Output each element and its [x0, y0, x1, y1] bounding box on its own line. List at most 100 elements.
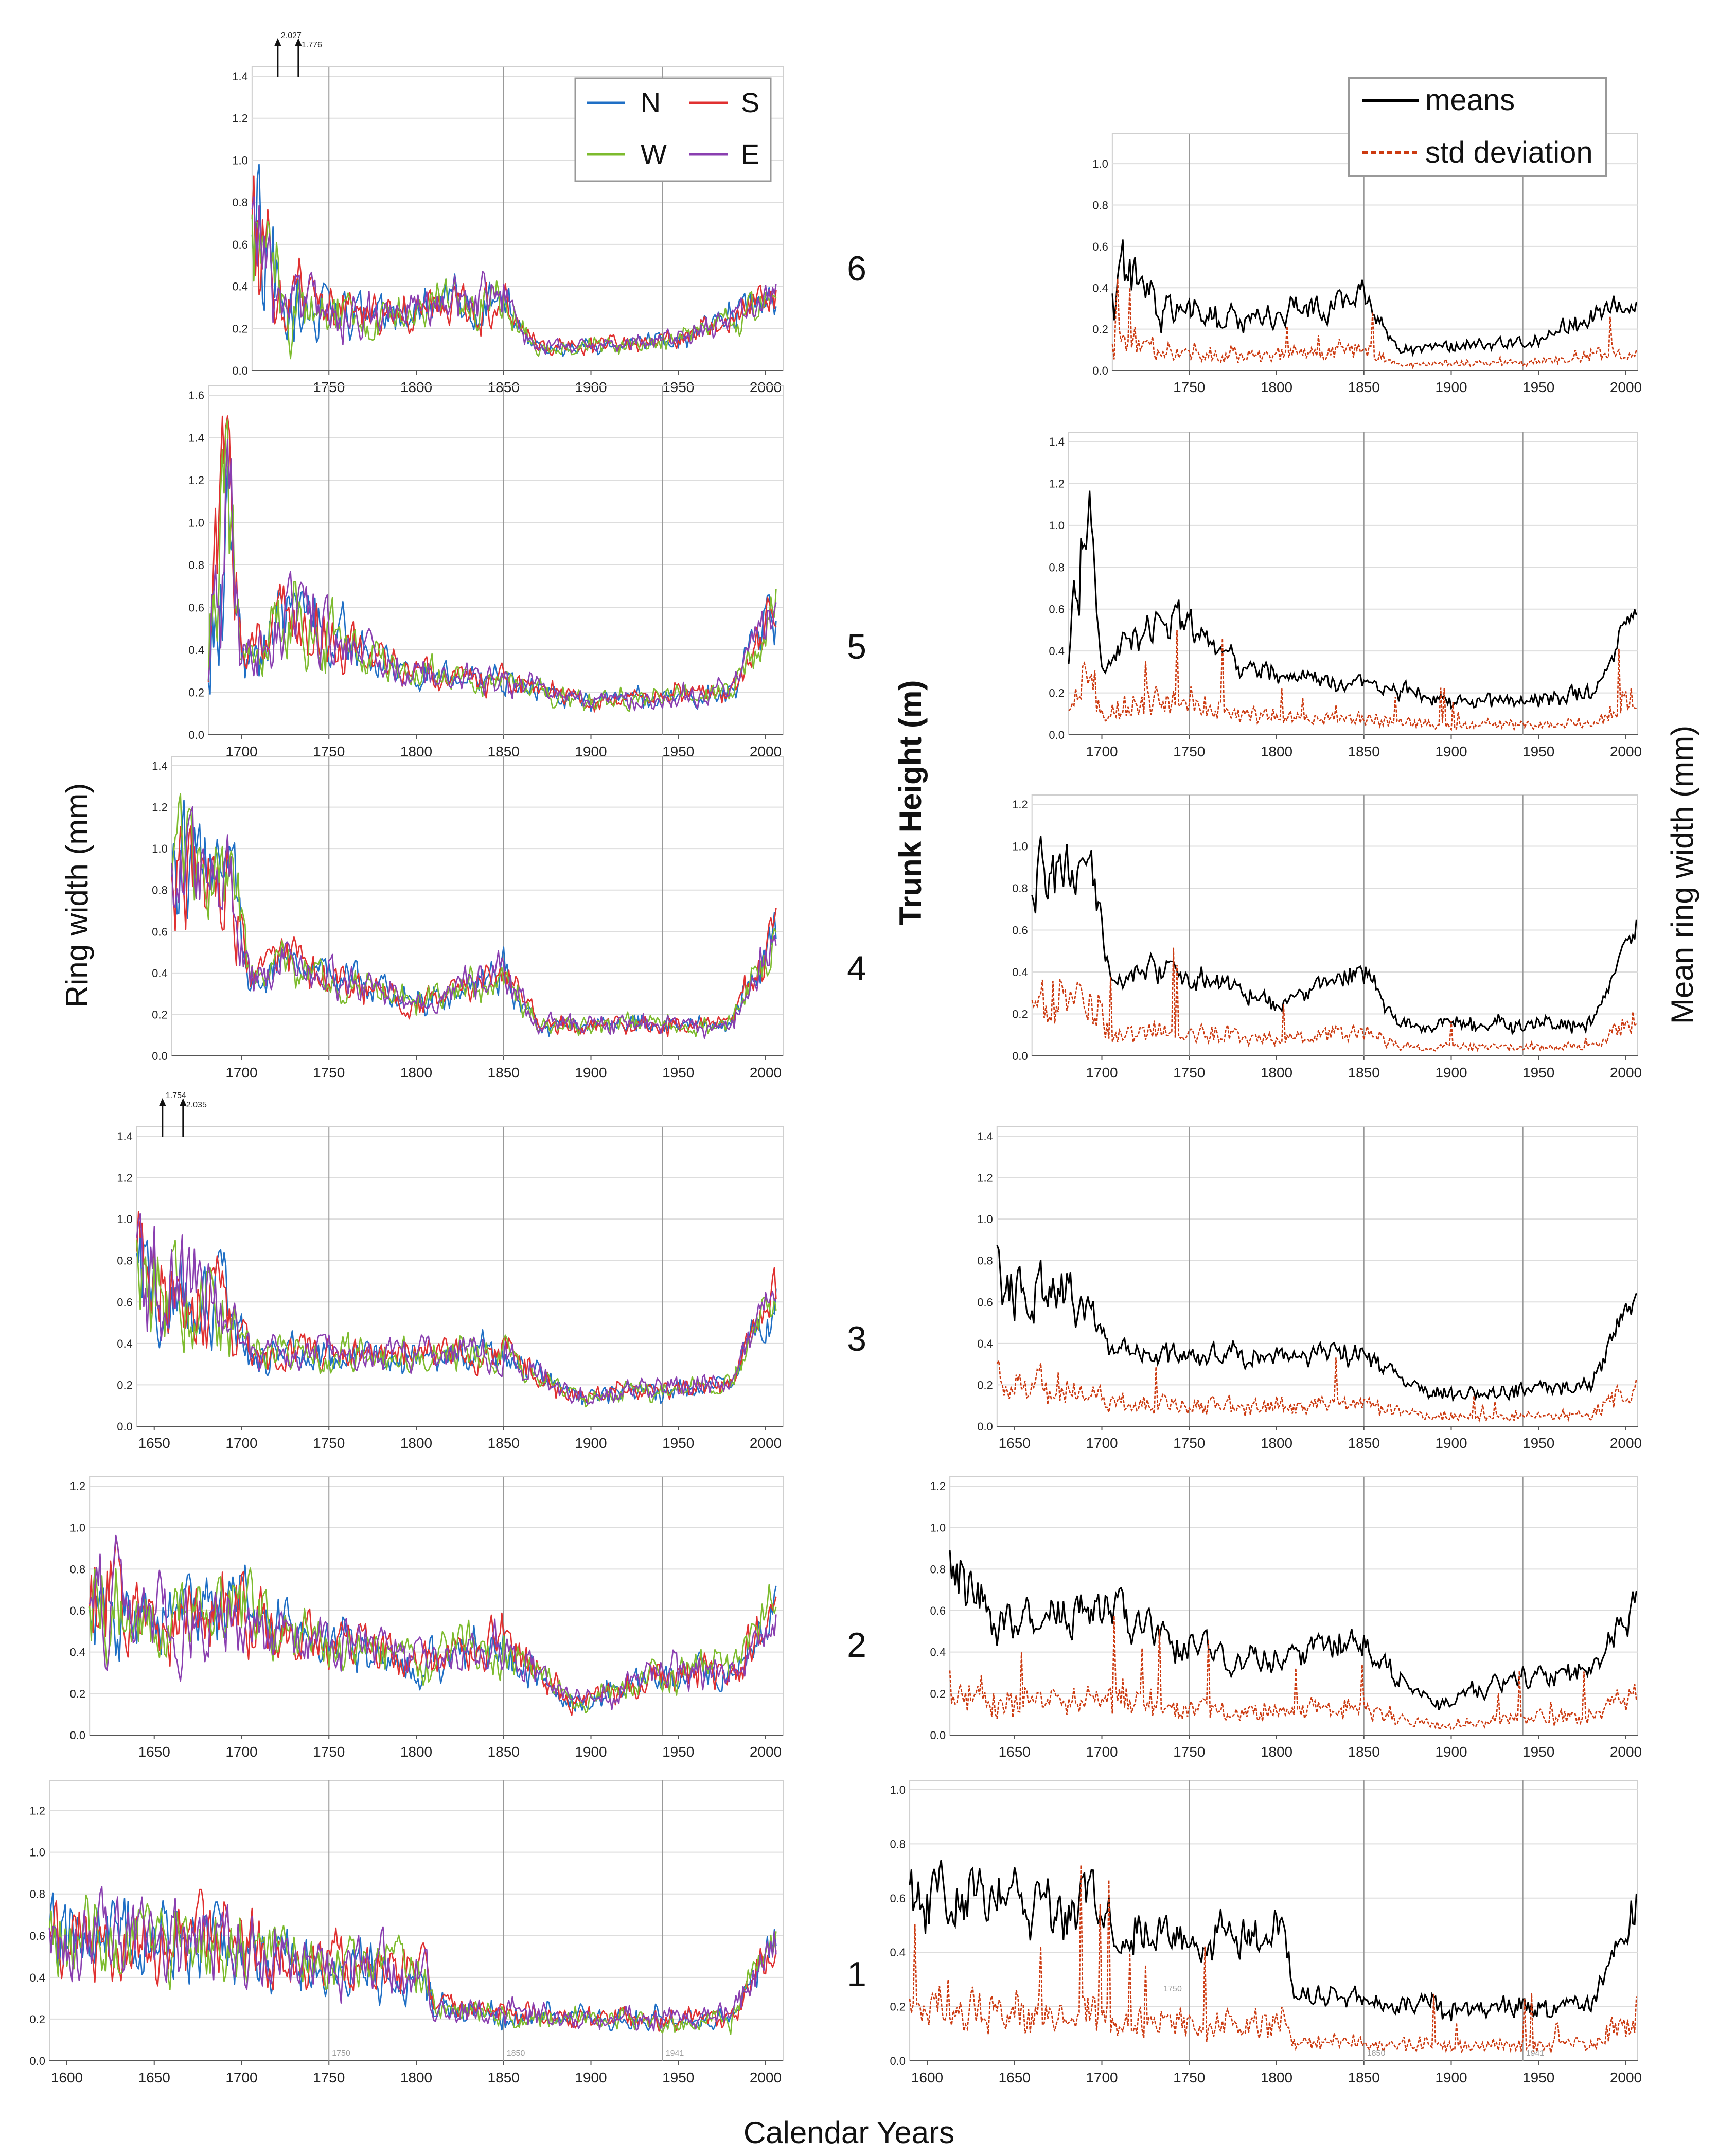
x-tick-label: 1850	[488, 1744, 520, 1760]
y-tick-label: 0.2	[152, 1008, 168, 1021]
y-tick-label: 0.8	[152, 884, 168, 897]
x-tick-label: 1800	[1261, 1065, 1292, 1081]
y-tick-label: 1.2	[232, 112, 248, 125]
y-tick-label: 0.2	[890, 2001, 906, 2013]
y-tick-label: 1.2	[29, 1805, 45, 1817]
y-tick-label: 0.2	[930, 1687, 946, 1700]
x-tick-label: 1850	[1348, 1435, 1380, 1451]
trunk-height-label: 5	[847, 627, 866, 666]
y-tick-label: 0.0	[188, 729, 204, 741]
x-tick-label: 1700	[1086, 2070, 1118, 2086]
arrow-head-icon	[274, 38, 281, 46]
y-tick-label: 1.0	[117, 1213, 133, 1226]
series-s	[88, 1540, 777, 1716]
x-tick-label: 1700	[1086, 1435, 1118, 1451]
plot-frame	[136, 1126, 784, 1427]
x-axis-title: Calendar Years	[743, 2115, 954, 2150]
x-tick-label: 1800	[400, 2070, 432, 2086]
y-tick-label: 0.4	[1092, 281, 1108, 294]
x-tick-label: 2000	[1610, 1744, 1642, 1760]
series-s	[48, 1888, 777, 2032]
panel-left-2: 0.0 0.2 0.4 0.6 0.8 1.0 1.2 1650 1700 1750 1800 185…	[70, 1476, 784, 1760]
y-tick-label: 0.8	[1012, 882, 1028, 895]
y-tick-label: 0.0	[117, 1420, 133, 1433]
series-std-deviation	[1111, 278, 1637, 369]
y-tick-label: 1.0	[1012, 840, 1028, 853]
middle-y-axis-title: Trunk Height (m)	[893, 680, 928, 926]
y-tick-label: 1.4	[232, 70, 248, 83]
series-n	[48, 1892, 777, 2031]
y-tick-label: 0.8	[117, 1254, 133, 1267]
y-tick-label: 0.2	[29, 2013, 45, 2026]
y-tick-label: 0.2	[1012, 1008, 1028, 1021]
y-tick-label: 1.0	[890, 1783, 906, 1796]
y-tick-label: 1.0	[930, 1522, 946, 1534]
series-w	[171, 793, 777, 1037]
y-tick-label: 1.4	[188, 432, 204, 445]
x-tick-label: 1650	[999, 1744, 1031, 1760]
reference-year-label: 1850	[507, 2049, 525, 2058]
y-tick-label: 1.0	[1049, 519, 1065, 532]
y-tick-label: 0.8	[1049, 561, 1065, 574]
series-std-deviation	[996, 1357, 1637, 1423]
trunk-height-label: 6	[847, 249, 866, 288]
x-tick-label: 1650	[138, 2070, 170, 2086]
x-tick-label: 1850	[1348, 379, 1380, 395]
x-tick-label: 1900	[1435, 379, 1467, 395]
y-tick-label: 0.8	[977, 1254, 993, 1267]
x-tick-label: 1600	[911, 2070, 943, 2086]
y-tick-label: 0.6	[890, 1892, 906, 1905]
panel-right-5: 0.0 0.2 0.4 0.6 0.8 1.0 1.2 1.4 1700 1750 1800 1850…	[1049, 432, 1642, 759]
x-tick-label: 1850	[1348, 2070, 1380, 2086]
y-tick-label: 0.6	[1049, 603, 1065, 616]
y-tick-label: 1.4	[152, 759, 168, 772]
trunk-height-label: 1	[847, 1955, 866, 1994]
x-tick-label: 1800	[400, 744, 432, 759]
y-tick-label: 1.0	[1092, 157, 1108, 170]
overflow-value-label: 2.027	[281, 31, 302, 40]
y-tick-label: 1.0	[29, 1846, 45, 1859]
y-tick-label: 0.0	[70, 1729, 86, 1742]
y-tick-label: 0.0	[977, 1420, 993, 1433]
x-tick-label: 1900	[575, 1065, 607, 1081]
x-tick-label: 2000	[1610, 379, 1642, 395]
x-tick-label: 1850	[1348, 1744, 1380, 1760]
y-tick-label: 1.0	[232, 154, 248, 167]
y-tick-label: 0.4	[930, 1646, 946, 1659]
direction-legend: N S W E	[574, 77, 772, 182]
x-tick-label: 1750	[1173, 1744, 1205, 1760]
y-tick-label: 0.4	[232, 280, 248, 293]
x-tick-label: 1800	[400, 1065, 432, 1081]
x-tick-label: 2000	[1610, 1065, 1642, 1081]
arrow-head-icon	[179, 1098, 187, 1106]
series-std-deviation	[909, 1865, 1637, 2054]
x-tick-label: 2000	[1610, 744, 1642, 759]
y-tick-label: 0.0	[1012, 1050, 1028, 1063]
y-tick-label: 0.8	[70, 1563, 86, 1576]
panel-left-4: 0.0 0.2 0.4 0.6 0.8 1.0 1.2 1.4 1700 1750 1800 1850…	[152, 756, 784, 1081]
legend-label-means: means	[1425, 83, 1515, 117]
y-tick-label: 1.0	[188, 517, 204, 529]
panel-right-2: 0.0 0.2 0.4 0.6 0.8 1.0 1.2 1650 1700 1750 1800 185…	[930, 1476, 1642, 1760]
series-w	[136, 1239, 777, 1408]
x-tick-label: 1800	[1261, 379, 1292, 395]
y-tick-label: 0.4	[29, 1971, 45, 1984]
y-tick-label: 1.2	[930, 1480, 946, 1493]
overflow-value-label: 1.776	[302, 41, 322, 49]
plot-frame	[1068, 432, 1639, 735]
x-tick-label: 1700	[1086, 1065, 1118, 1081]
series-std-deviation	[1068, 629, 1637, 732]
x-tick-label: 2000	[1610, 1435, 1642, 1451]
series-e	[171, 806, 777, 1039]
x-tick-label: 1950	[662, 1435, 694, 1451]
y-tick-label: 0.2	[1092, 323, 1108, 336]
x-tick-label: 1750	[313, 2070, 345, 2086]
reference-year-label: 1750	[332, 2049, 350, 2058]
x-tick-label: 2000	[1610, 2070, 1642, 2086]
x-tick-label: 1900	[1435, 2070, 1467, 2086]
x-tick-label: 1900	[1435, 744, 1467, 759]
trunk-height-label: 3	[847, 1319, 866, 1358]
legend-label-n: N	[641, 87, 661, 118]
panels-layer: 0.0 0.2 0.4 0.6 0.8 1.0 1.2 1.4 1750 1800 1850 1900…	[29, 31, 1642, 2086]
y-tick-label: 1.0	[152, 842, 168, 855]
